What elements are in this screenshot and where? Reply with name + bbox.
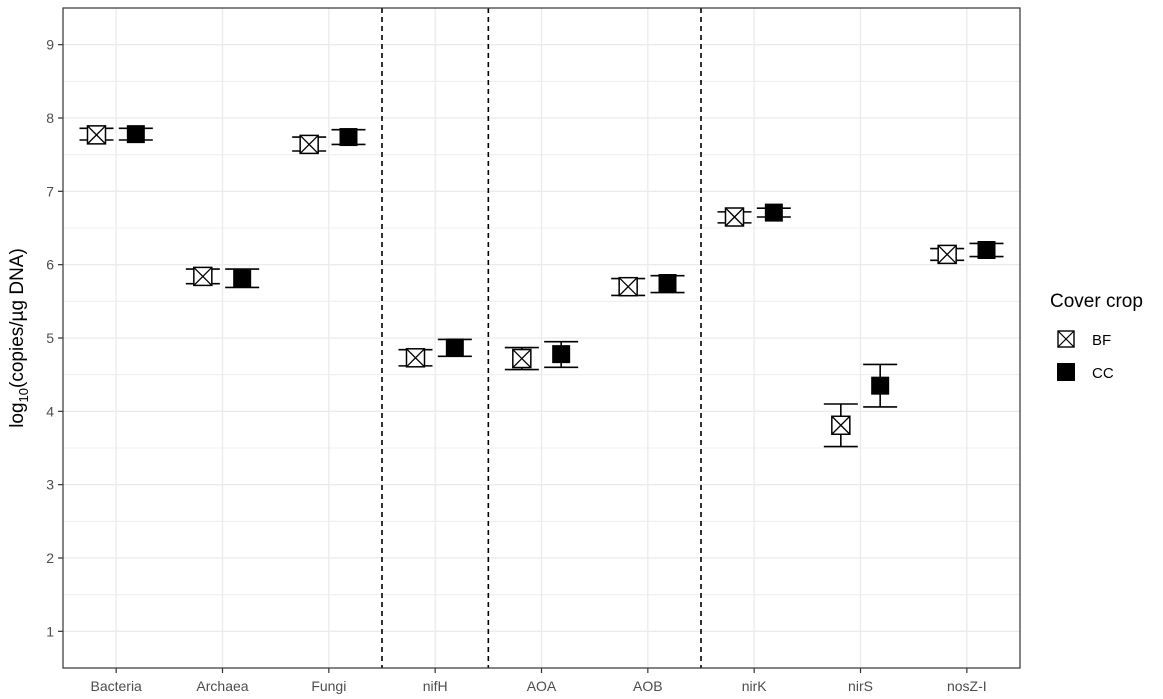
point-CC xyxy=(552,345,571,364)
y-tick-label: 8 xyxy=(46,110,54,126)
point-cross xyxy=(299,134,319,154)
legend: Cover crop BF CC xyxy=(1050,291,1143,382)
group-separators xyxy=(381,8,702,668)
grid-layer xyxy=(63,8,1020,668)
point-BF xyxy=(405,348,426,368)
point-cross xyxy=(193,266,213,286)
y-tick-label: 2 xyxy=(46,550,54,566)
data-layer xyxy=(79,125,1004,448)
x-tick-label: AOB xyxy=(633,678,663,694)
point-BF xyxy=(512,348,532,369)
x-tick-label: Archaea xyxy=(196,678,248,694)
point-cross xyxy=(725,207,744,227)
y-tick-label: 7 xyxy=(46,183,54,199)
x-tick-label: Bacteria xyxy=(90,678,142,694)
point-CC xyxy=(233,269,252,288)
point-cross xyxy=(937,244,957,264)
point-cross xyxy=(406,348,425,368)
x-tick-label: nirK xyxy=(742,678,768,694)
point-cross xyxy=(831,415,851,435)
point-cross xyxy=(618,277,638,297)
point-CC xyxy=(871,376,890,395)
x-tick-label: AOA xyxy=(527,678,557,694)
point-BF xyxy=(193,266,213,287)
legend-label-CC: CC xyxy=(1092,365,1114,382)
point-BF xyxy=(937,244,957,265)
y-tick-label: 3 xyxy=(46,477,54,493)
y-tick-label: 5 xyxy=(46,330,54,346)
axis-layer: 1 2 3 4 5 6 7 8 9 Bacteria Archaea Fungi nifH AOA AOB n… xyxy=(46,37,986,694)
point-BF xyxy=(299,134,319,155)
y-tick-label: 1 xyxy=(46,623,54,639)
y-tick-label: 4 xyxy=(46,403,54,419)
legend-title: Cover crop xyxy=(1050,291,1143,312)
point-BF xyxy=(724,207,745,227)
y-tick-label: 6 xyxy=(46,257,54,273)
y-tick-label: 9 xyxy=(46,37,54,53)
legend-key-BF xyxy=(1057,330,1075,348)
x-tick-label: nirS xyxy=(848,678,873,694)
point-cross xyxy=(512,349,532,368)
point-BF xyxy=(831,415,851,436)
point-CC xyxy=(126,125,145,144)
point-CC xyxy=(339,128,358,147)
point-CC xyxy=(977,241,996,259)
point-CC xyxy=(658,274,677,292)
point-cross xyxy=(87,125,106,145)
x-tick-label: nifH xyxy=(423,678,448,694)
y-axis-title-subscript: 10 xyxy=(16,388,31,402)
legend-label-BF: BF xyxy=(1092,332,1111,349)
point-BF xyxy=(86,125,107,145)
y-axis-title-main: log xyxy=(7,402,28,427)
point-BF xyxy=(618,276,638,297)
legend-items: BF CC xyxy=(1057,330,1114,382)
legend-key-cross xyxy=(1057,330,1075,348)
point-CC xyxy=(764,203,783,222)
x-tick-label: nosZ-I xyxy=(947,678,987,694)
y-axis-title: log10(copies/µg DNA) xyxy=(7,248,31,428)
x-tick-label: Fungi xyxy=(311,678,346,694)
y-axis-title-rest: (copies/µg DNA) xyxy=(7,248,28,388)
point-CC xyxy=(445,338,464,357)
legend-key-CC xyxy=(1057,363,1075,381)
